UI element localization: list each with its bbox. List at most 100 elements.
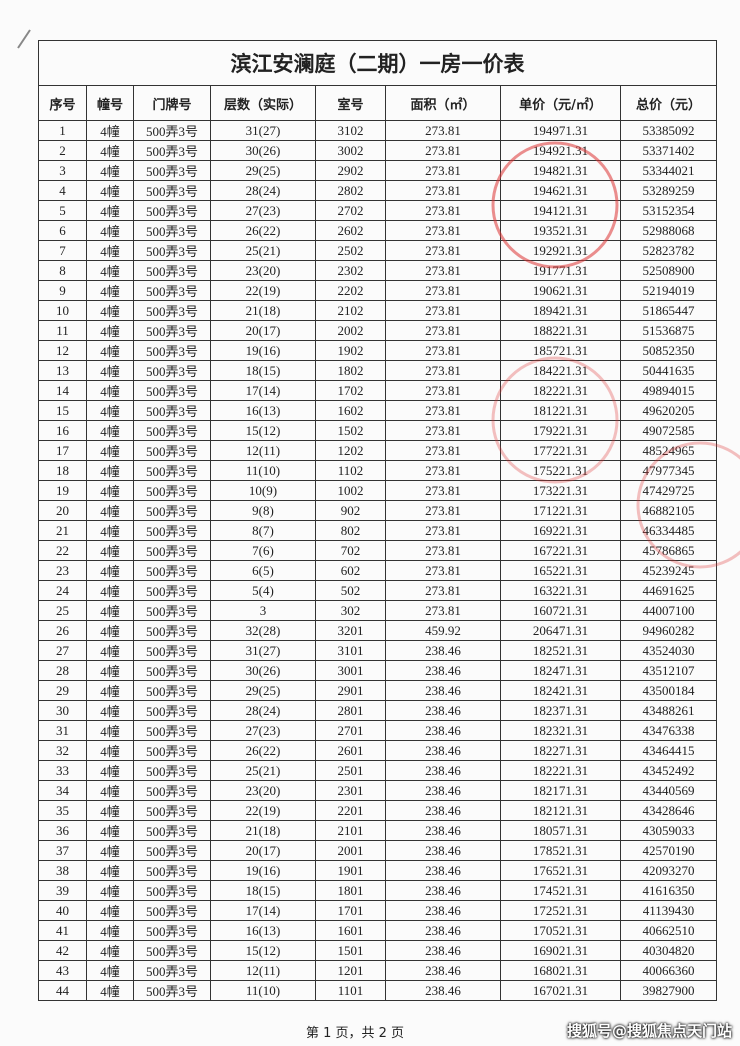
table-cell: 500弄3号 (133, 920, 211, 941)
table-cell: 189421.31 (500, 300, 621, 321)
table-cell: 182471.31 (500, 660, 621, 681)
table-cell: 238.46 (385, 680, 501, 701)
table-cell: 163221.31 (500, 580, 621, 601)
table-cell: 500弄3号 (133, 200, 211, 221)
table-cell: 194921.31 (500, 140, 621, 161)
table-cell: 18(15) (210, 880, 316, 901)
table-cell: 4幢 (86, 360, 134, 381)
table-cell: 41 (38, 920, 87, 941)
table-cell: 5(4) (210, 580, 316, 601)
table-cell: 4幢 (86, 800, 134, 821)
table-cell: 500弄3号 (133, 780, 211, 801)
table-cell: 238.46 (385, 840, 501, 861)
table-cell: 1202 (315, 440, 386, 461)
table-cell: 49072585 (620, 420, 717, 441)
table-cell: 184221.31 (500, 360, 621, 381)
table-cell: 4幢 (86, 620, 134, 641)
table-cell: 25(21) (210, 760, 316, 781)
table-cell: 500弄3号 (133, 320, 211, 341)
table-cell: 2502 (315, 240, 386, 261)
table-cell: 53385092 (620, 120, 717, 141)
column-header: 单价（元/㎡） (500, 85, 621, 121)
table-row: 16 4幢 500弄3号 15(12) 1502 273.81 179221.31 49072… (38, 420, 717, 441)
table-cell: 4幢 (86, 480, 134, 501)
table-cell: 4幢 (86, 700, 134, 721)
table-cell: 500弄3号 (133, 580, 211, 601)
table-cell: 30(26) (210, 660, 316, 681)
table-cell: 238.46 (385, 960, 501, 981)
table-cell: 11 (38, 320, 87, 341)
table-row: 10 4幢 500弄3号 21(18) 2102 273.81 189421.31 51865… (38, 300, 717, 321)
table-cell: 273.81 (385, 500, 501, 521)
table-row: 8 4幢 500弄3号 23(20) 2302 273.81 191771.31 525089… (38, 260, 717, 281)
table-row: 38 4幢 500弄3号 19(16) 1901 238.46 176521.31 42093… (38, 860, 717, 881)
table-cell: 1201 (315, 960, 386, 981)
table-cell: 273.81 (385, 220, 501, 241)
scan-mark (17, 29, 31, 49)
table-cell: 4幢 (86, 180, 134, 201)
table-cell: 40662510 (620, 920, 717, 941)
table-cell: 1102 (315, 460, 386, 481)
table-cell: 2702 (315, 200, 386, 221)
table-cell: 52194019 (620, 280, 717, 301)
table-cell: 500弄3号 (133, 620, 211, 641)
table-cell: 9(8) (210, 500, 316, 521)
table-cell: 7(6) (210, 540, 316, 561)
table-cell: 40066360 (620, 960, 717, 981)
table-row: 6 4幢 500弄3号 26(22) 2602 273.81 193521.31 529880… (38, 220, 717, 241)
table-cell: 8 (38, 260, 87, 281)
table-cell: 28(24) (210, 700, 316, 721)
table-cell: 2602 (315, 220, 386, 241)
table-cell: 500弄3号 (133, 560, 211, 581)
column-header: 幢号 (86, 85, 134, 121)
table-cell: 4幢 (86, 200, 134, 221)
table-cell: 500弄3号 (133, 420, 211, 441)
table-cell: 30(26) (210, 140, 316, 161)
table-cell: 273.81 (385, 400, 501, 421)
table-cell: 23 (38, 560, 87, 581)
table-row: 20 4幢 500弄3号 9(8) 902 273.81 171221.31 46882105 (38, 500, 717, 521)
column-header: 序号 (38, 85, 87, 121)
table-cell: 2501 (315, 760, 386, 781)
table-row: 41 4幢 500弄3号 16(13) 1601 238.46 170521.31 40662… (38, 920, 717, 941)
table-cell: 182171.31 (500, 780, 621, 801)
table-cell: 6(5) (210, 560, 316, 581)
table-cell: 35 (38, 800, 87, 821)
table-cell: 273.81 (385, 480, 501, 501)
table-cell: 18 (38, 460, 87, 481)
table-cell: 3001 (315, 660, 386, 681)
table-cell: 178521.31 (500, 840, 621, 861)
table-cell: 3201 (315, 620, 386, 641)
table-row: 18 4幢 500弄3号 11(10) 1102 273.81 175221.31 47977… (38, 460, 717, 481)
table-cell: 500弄3号 (133, 660, 211, 681)
table-cell: 31(27) (210, 640, 316, 661)
table-cell: 25 (38, 600, 87, 621)
table-cell: 238.46 (385, 880, 501, 901)
table-cell: 238.46 (385, 980, 501, 1001)
table-cell: 500弄3号 (133, 280, 211, 301)
table-cell: 19(16) (210, 340, 316, 361)
table-cell: 44691625 (620, 580, 717, 601)
table-cell: 188221.31 (500, 320, 621, 341)
table-cell: 2902 (315, 160, 386, 181)
table-cell: 500弄3号 (133, 900, 211, 921)
table-cell: 273.81 (385, 420, 501, 441)
table-cell: 21(18) (210, 300, 316, 321)
table-cell: 43500184 (620, 680, 717, 701)
table-cell: 172521.31 (500, 900, 621, 921)
table-cell: 238.46 (385, 860, 501, 881)
table-row: 35 4幢 500弄3号 22(19) 2201 238.46 182121.31 43428… (38, 800, 717, 821)
table-cell: 502 (315, 580, 386, 601)
table-cell: 500弄3号 (133, 440, 211, 461)
table-cell: 182321.31 (500, 720, 621, 741)
table-cell: 28(24) (210, 180, 316, 201)
table-cell: 802 (315, 520, 386, 541)
table-cell: 2701 (315, 720, 386, 741)
table-cell: 500弄3号 (133, 520, 211, 541)
table-cell: 2301 (315, 780, 386, 801)
table-cell: 273.81 (385, 280, 501, 301)
table-cell: 43452492 (620, 760, 717, 781)
table-row: 12 4幢 500弄3号 19(16) 1902 273.81 185721.31 50852… (38, 340, 717, 361)
table-cell: 6 (38, 220, 87, 241)
table-cell: 29 (38, 680, 87, 701)
